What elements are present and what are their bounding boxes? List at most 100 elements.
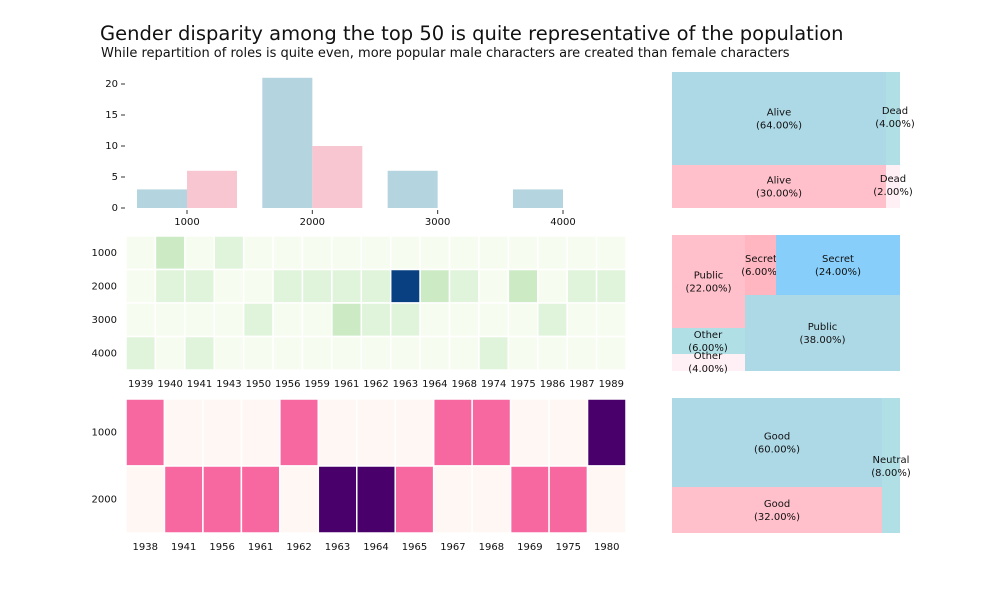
bar	[187, 170, 237, 208]
heatmap-col-label: 1975	[510, 379, 535, 390]
heatmap-cell	[432, 465, 473, 534]
heatmap-cell	[154, 302, 186, 338]
heatmap-cell	[566, 235, 598, 271]
heatmap-cell	[548, 465, 589, 534]
heatmap-cell	[301, 302, 333, 338]
heatmap-col-label: 1959	[304, 379, 329, 390]
heatmap-cell	[242, 235, 274, 271]
x-tick-label: 4000	[550, 217, 575, 228]
heatmap-cell	[537, 268, 568, 304]
treemap-cell-public-female-pct: (22.00%)	[686, 284, 732, 295]
heatmap-cell	[125, 302, 157, 338]
heatmap-cell	[566, 268, 598, 304]
y-tick-label: 20	[105, 79, 118, 90]
heatmap-cell	[317, 465, 358, 534]
heatmap-cell	[478, 335, 510, 371]
heatmap-cell	[360, 235, 392, 271]
heatmap-row-label: 2000	[92, 281, 117, 292]
y-tick-label: 15	[105, 110, 118, 121]
heatmap-cell	[394, 398, 435, 467]
heatmap-col-label: 1967	[440, 542, 465, 553]
heatmap-cell	[507, 302, 539, 338]
heatmap-cell	[595, 302, 627, 338]
heatmap-cell	[419, 235, 451, 271]
treemap-cell-good-male	[672, 398, 882, 487]
heatmap-cell	[478, 302, 510, 338]
bar	[262, 77, 313, 208]
heatmap-cell	[184, 268, 215, 304]
heatmap-cell	[432, 398, 473, 467]
heatmap-col-label: 1938	[133, 542, 158, 553]
heatmap-row-label: 2000	[92, 495, 117, 506]
heatmap-cell	[272, 235, 304, 271]
heatmap-cell	[301, 335, 333, 371]
heatmap-cell	[356, 465, 396, 534]
treemap-cell-dead-female-pct: (2.00%)	[873, 187, 913, 198]
heatmap-col-label: 1964	[422, 379, 447, 390]
heatmap-cell	[213, 235, 245, 271]
heatmap-cell	[448, 268, 480, 304]
heatmap-cell	[478, 268, 510, 304]
heatmap-col-label: 1963	[325, 542, 350, 553]
chart-subtitle: While repartition of roles is quite even…	[101, 46, 790, 61]
heatmap-col-label: 1968	[479, 542, 504, 553]
treemap-cell-neutral-pct: (8.00%)	[871, 468, 911, 479]
heatmap-cell	[419, 302, 451, 338]
heatmap-col-label: 1941	[187, 379, 212, 390]
treemap-cell-public-female	[672, 235, 745, 328]
heatmap-col-label: 1956	[209, 542, 234, 553]
treemap-cell-dead-female-label: Dead	[880, 174, 906, 185]
treemap-cell-other-b-label: Other	[694, 351, 723, 362]
heatmap-col-label: 1989	[599, 379, 624, 390]
heatmap-cell	[184, 235, 215, 271]
treemap-cell-good-male-pct: (60.00%)	[754, 445, 800, 456]
heatmap-col-label: 1962	[286, 542, 311, 553]
treemap-cell-dead-male-label: Dead	[882, 106, 908, 117]
heatmap-cell	[566, 302, 598, 338]
heatmap-col-label: 1961	[334, 379, 359, 390]
heatmap-cell	[242, 335, 274, 371]
heatmap-cell	[595, 235, 627, 271]
bar	[312, 146, 363, 208]
heatmap-cell	[279, 398, 320, 467]
treemap-cell-dead-male	[886, 72, 900, 165]
heatmap-row-label: 1000	[92, 248, 117, 259]
heatmap-col-label: 1941	[171, 542, 196, 553]
heatmap-cell	[478, 235, 510, 271]
heatmap-cell	[331, 302, 363, 338]
heatmap-cell	[331, 235, 363, 271]
treemap-cell-alive-female-label: Alive	[767, 176, 791, 187]
heatmap-col-label: 1943	[216, 379, 241, 390]
heatmap-cell	[202, 465, 243, 534]
heatmap-cell	[389, 302, 421, 338]
treemap-cell-neutral	[882, 398, 900, 533]
heatmap-cell	[537, 235, 568, 271]
heatmap-col-label: 1987	[569, 379, 594, 390]
heatmap-col-label: 1939	[128, 379, 153, 390]
treemap-cell-alive-male	[672, 72, 886, 165]
heatmap-cell	[471, 398, 512, 467]
heatmap-cell	[279, 465, 320, 534]
heatmap-col-label: 1964	[363, 542, 388, 553]
heatmap-col-label: 1965	[402, 542, 427, 553]
heatmap-col-label: 1940	[157, 379, 182, 390]
heatmap-cell	[184, 302, 215, 338]
bar	[512, 189, 563, 208]
x-tick-label: 2000	[300, 217, 325, 228]
treemap-cell-neutral-label: Neutral	[873, 455, 910, 466]
treemap-cell-alive-female	[672, 165, 886, 208]
heatmap-cell	[356, 398, 396, 467]
treemap-cell-other-a	[672, 328, 745, 354]
heatmap-cell	[566, 335, 598, 371]
heatmap-col-label: 1950	[246, 379, 271, 390]
x-tick-label: 1000	[174, 217, 199, 228]
treemap-cell-secret-male-label: Secret	[822, 254, 854, 265]
heatmap-cell	[317, 398, 358, 467]
treemap-cell-alive-male-pct: (64.00%)	[756, 121, 802, 132]
heatmap-cell	[389, 235, 421, 271]
heatmap-cell	[163, 465, 204, 534]
y-tick-label: 0	[112, 203, 118, 214]
treemap-cell-other-b-pct: (4.00%)	[688, 364, 728, 375]
bar	[387, 170, 438, 208]
